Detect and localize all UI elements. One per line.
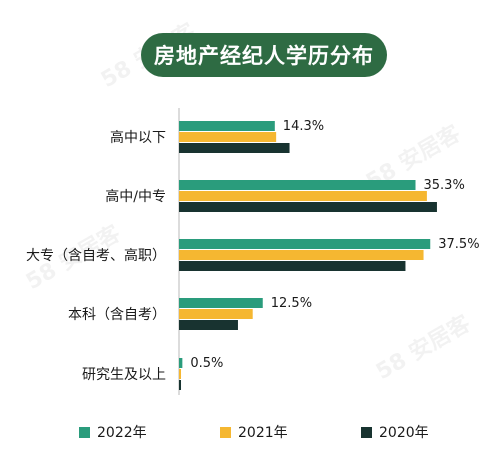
chart-title: 房地产经纪人学历分布 — [141, 33, 387, 77]
bar-junior-college-2022 — [179, 239, 431, 249]
legend-label-2021: 2021年 — [238, 425, 288, 441]
bar-bachelor-2021 — [179, 309, 253, 319]
legend: 2022年 2021年 2020年 — [0, 418, 499, 448]
labels-group: 高中以下 14.3% 高中/中专 35.3% 大专（含自考、高职） 37.5% 本科（含自考… — [26, 119, 480, 383]
bar-chart: 高中以下 14.3% 高中/中专 35.3% 大专（含自考、高职） 37.5% 本科（含自考… — [26, 108, 480, 395]
bar-junior-college-2020 — [179, 261, 406, 271]
data-label-postgraduate: 0.5% — [190, 356, 223, 371]
data-label-high-school: 35.3% — [424, 178, 465, 193]
legend-item-2022: 2022年 — [79, 422, 147, 442]
data-label-junior-college: 37.5% — [438, 237, 479, 252]
category-label-postgraduate: 研究生及以上 — [82, 367, 166, 383]
bar-postgraduate-2021 — [179, 369, 182, 379]
legend-swatch-2020 — [361, 426, 372, 438]
category-label-bachelor: 本科（含自考） — [68, 307, 166, 323]
category-label-below-high-school: 高中以下 — [110, 129, 166, 146]
bar-below-high-school-2022 — [179, 121, 275, 131]
legend-item-2021: 2021年 — [220, 422, 288, 442]
bar-high-school-2020 — [179, 202, 437, 212]
bar-high-school-2022 — [179, 180, 416, 190]
legend-swatch-2021 — [220, 426, 231, 438]
bar-junior-college-2021 — [179, 250, 424, 260]
bar-below-high-school-2020 — [179, 143, 290, 153]
bar-high-school-2021 — [179, 191, 427, 201]
bar-bachelor-2020 — [179, 320, 238, 330]
bar-bachelor-2022 — [179, 298, 263, 308]
bar-postgraduate-2020 — [179, 380, 182, 390]
data-label-bachelor: 12.5% — [271, 296, 312, 311]
legend-swatch-2022 — [79, 426, 90, 438]
legend-label-2022: 2022年 — [97, 425, 147, 441]
bar-postgraduate-2022 — [179, 358, 183, 368]
category-label-junior-college: 大专（含自考、高职） — [26, 247, 166, 264]
legend-item-2020: 2020年 — [361, 422, 429, 442]
data-label-below-high-school: 14.3% — [283, 119, 324, 134]
bars-group — [179, 121, 437, 390]
legend-label-2020: 2020年 — [379, 425, 429, 441]
category-label-high-school: 高中/中专 — [105, 188, 166, 205]
bar-below-high-school-2021 — [179, 132, 277, 142]
